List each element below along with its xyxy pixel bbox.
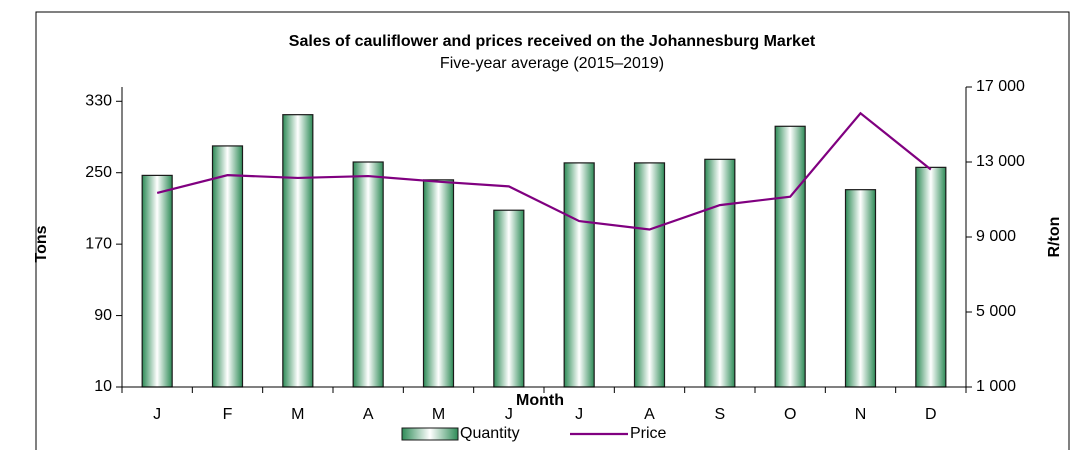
y2-tick-label: 13 000 — [976, 153, 1025, 170]
x-tick-label: M — [432, 406, 445, 423]
y-tick-label: 330 — [85, 93, 112, 110]
x-tick-label: M — [291, 406, 304, 423]
y-axis-title: Tons — [33, 225, 50, 262]
x-tick-label: F — [223, 406, 233, 423]
x-tick-label: J — [505, 406, 513, 423]
chart-frame — [35, 11, 1070, 450]
x-tick-label: O — [784, 406, 796, 423]
bar — [352, 161, 384, 388]
bar — [422, 179, 455, 388]
x-tick-label: J — [153, 406, 161, 423]
x-tick-label: A — [363, 406, 374, 423]
legend-swatch — [401, 427, 459, 441]
bar — [774, 125, 806, 388]
y-tick-label: 250 — [85, 164, 112, 181]
bar — [211, 145, 244, 388]
bar — [704, 158, 736, 388]
bar — [844, 189, 877, 388]
legend-label: Price — [630, 425, 667, 442]
y-tick-label: 170 — [85, 235, 112, 252]
bar — [915, 166, 947, 388]
y2-axis-title: R/ton — [1046, 217, 1063, 258]
y-tick-label: 10 — [94, 378, 112, 395]
bar — [563, 162, 595, 388]
y2-tick-label: 17 000 — [976, 78, 1025, 95]
legend-label: Quantity — [460, 425, 520, 442]
y2-tick-label: 1 000 — [976, 378, 1016, 395]
x-tick-label: S — [714, 406, 725, 423]
x-tick-label: J — [575, 406, 583, 423]
x-tick-label: D — [925, 406, 937, 423]
bar — [141, 174, 173, 388]
bar — [282, 114, 314, 388]
x-axis-title: Month — [516, 392, 564, 409]
bar — [633, 162, 666, 388]
price-line — [156, 111, 932, 231]
chart-subtitle: Five-year average (2015–2019) — [440, 55, 664, 72]
x-tick-label: A — [644, 406, 655, 423]
x-tick-label: N — [855, 406, 867, 423]
chart-title: Sales of cauliflower and prices received… — [289, 33, 816, 50]
y2-tick-label: 5 000 — [976, 303, 1016, 320]
y-tick-label: 90 — [94, 307, 112, 324]
bar — [493, 209, 525, 388]
y2-tick-label: 9 000 — [976, 228, 1016, 245]
